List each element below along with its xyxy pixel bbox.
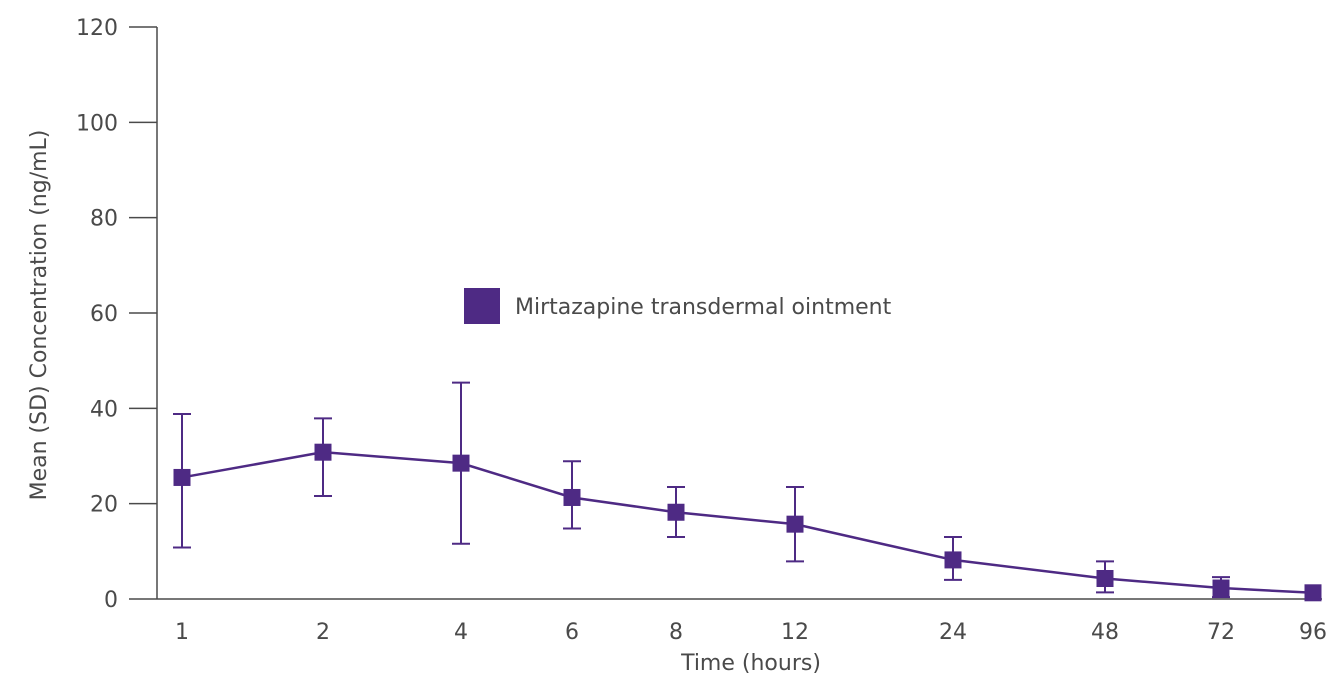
data-point-marker [1304, 584, 1322, 602]
y-axis-label: Mean (SD) Concentration (ng/mL) [27, 130, 52, 501]
x-tick-label: 4 [454, 620, 468, 645]
y-tick-label: 0 [104, 588, 118, 613]
legend: Mirtazapine transdermal ointment [464, 288, 892, 324]
x-tick-label: 8 [669, 620, 683, 645]
series-layer [173, 381, 1322, 602]
data-point-marker [1096, 570, 1114, 588]
legend-marker [464, 288, 500, 324]
data-point-marker [452, 454, 470, 472]
data-point-marker [786, 515, 804, 533]
x-tick-label: 2 [316, 620, 330, 645]
y-tick-label: 20 [90, 493, 118, 518]
data-point-marker [314, 443, 332, 461]
data-point-marker [667, 503, 685, 521]
x-tick-label: 72 [1207, 620, 1235, 645]
y-tick-label: 120 [76, 16, 118, 41]
data-point-marker [944, 551, 962, 569]
x-tick-label: 12 [781, 620, 809, 645]
y-tick-label: 80 [90, 207, 118, 232]
legend-label: Mirtazapine transdermal ointment [515, 295, 892, 320]
x-axis-label: Time (hours) [680, 651, 821, 676]
series-line [181, 450, 1314, 595]
data-point-marker [563, 488, 581, 506]
x-tick-label: 96 [1299, 620, 1327, 645]
y-tick-label: 100 [76, 111, 118, 136]
data-point-marker [173, 468, 191, 486]
x-tick-label: 24 [939, 620, 967, 645]
x-tick-label: 48 [1091, 620, 1119, 645]
data-point-marker [1212, 579, 1230, 597]
x-tick-label: 6 [565, 620, 579, 645]
x-tick-label: 1 [175, 620, 189, 645]
y-tick-label: 40 [90, 397, 118, 422]
y-tick-label: 60 [90, 302, 118, 327]
